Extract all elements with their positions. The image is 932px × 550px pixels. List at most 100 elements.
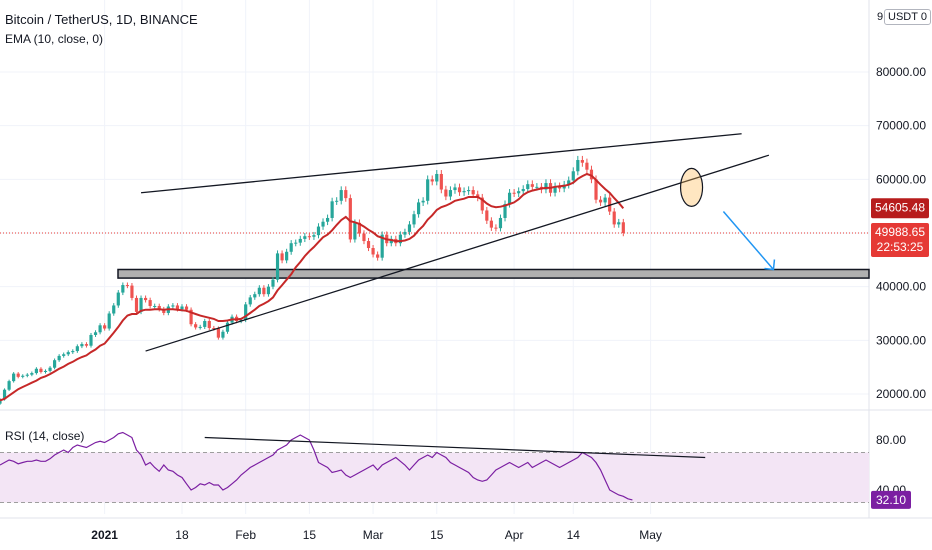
- candle-body: [62, 354, 66, 356]
- candle-body: [30, 373, 34, 375]
- candle-body: [25, 374, 29, 376]
- candle-body: [335, 200, 339, 202]
- rsi-last-tag-bg: [871, 490, 911, 509]
- candle-body: [471, 190, 475, 195]
- ema-price-tag-bg: [871, 198, 929, 219]
- candle-body: [16, 373, 20, 377]
- candle-body: [244, 304, 248, 320]
- candle-body: [339, 190, 343, 201]
- candle-body: [498, 217, 503, 229]
- candle-body: [503, 204, 507, 218]
- candle-body: [175, 305, 180, 310]
- candle-body: [298, 238, 302, 243]
- time-tick-label: Apr: [505, 528, 524, 542]
- candle-body: [521, 188, 525, 192]
- candle-body: [43, 370, 48, 372]
- ema-line: [0, 172, 625, 402]
- candle-body: [512, 192, 516, 194]
- forecast-arrow-line: [722, 211, 775, 270]
- rsi-band: [0, 452, 869, 503]
- candle-body: [280, 253, 284, 261]
- candle-body: [594, 179, 598, 200]
- candle-body: [121, 285, 125, 293]
- candle-body: [7, 381, 11, 390]
- candle-body: [71, 351, 75, 353]
- candle-body: [139, 297, 143, 312]
- candle-body: [567, 180, 571, 185]
- candle-body: [312, 235, 316, 237]
- candle-body: [580, 160, 584, 163]
- candle-body: [75, 346, 79, 352]
- last-price-tag-text: 49988.65: [875, 225, 925, 239]
- breakdown-highlight: [679, 167, 704, 207]
- candle-body: [589, 169, 594, 180]
- rsi-last-tag-text: 32.10: [876, 493, 906, 507]
- candle-body: [344, 190, 348, 199]
- candle-body: [389, 238, 393, 244]
- time-tick-label: Feb: [235, 528, 256, 542]
- candle-body: [253, 294, 257, 298]
- candle-body: [435, 173, 439, 182]
- wedge-upper-line: [140, 133, 742, 194]
- candle-body: [617, 222, 621, 225]
- candle-body: [553, 186, 557, 193]
- candle-body: [403, 231, 407, 235]
- time-tick-label: 15: [303, 528, 317, 542]
- candle-body: [289, 243, 293, 252]
- currency-badge[interactable]: USDT 0: [884, 9, 931, 25]
- ema-price-tag-text: 54605.48: [875, 200, 925, 214]
- candle-body: [148, 300, 152, 306]
- candle-body: [107, 313, 111, 329]
- candle-body: [416, 202, 421, 215]
- candle-body: [84, 344, 89, 346]
- last-price-tag-bg: [871, 223, 929, 258]
- candle-body: [457, 187, 462, 193]
- candle-body: [271, 279, 275, 287]
- rsi-tick-label: 80.00: [876, 433, 906, 447]
- candle-body: [184, 306, 189, 310]
- candle-body: [275, 253, 280, 280]
- candle-body: [157, 305, 161, 310]
- candle-body: [248, 297, 252, 305]
- candle-body: [57, 355, 61, 361]
- candle-body: [530, 184, 534, 187]
- candle-body: [285, 251, 289, 261]
- candle-body: [380, 234, 384, 258]
- candle-body: [571, 171, 575, 181]
- candle-body: [353, 222, 357, 240]
- candle-body: [171, 305, 175, 307]
- candle-body: [480, 197, 484, 211]
- candle-body: [366, 241, 371, 249]
- price-tick-label: 20000.00: [876, 387, 926, 401]
- candle-body: [439, 173, 443, 190]
- rsi-line: [0, 431, 633, 501]
- candle-body: [494, 227, 498, 229]
- rsi-divergence-line: [204, 436, 706, 459]
- candle-body: [485, 210, 489, 221]
- price-tick-label: 30000.00: [876, 333, 926, 347]
- candle-body: [198, 326, 202, 328]
- candle-body: [207, 321, 211, 328]
- candle-body: [330, 201, 334, 218]
- currency-badge-label: USDT: [888, 11, 918, 23]
- candle-body: [426, 179, 430, 201]
- candle-body: [376, 254, 380, 258]
- candle-body: [448, 190, 453, 197]
- candle-body: [362, 233, 366, 242]
- candle-body: [621, 222, 625, 233]
- candle-body: [371, 248, 375, 255]
- candle-body: [257, 287, 261, 295]
- candle-body: [585, 162, 589, 170]
- candle-body: [517, 191, 521, 194]
- candle-body: [80, 344, 84, 347]
- candle-body: [462, 191, 466, 193]
- symbol-title: Bitcoin / TetherUS, 1D, BINANCE: [5, 12, 198, 27]
- candle-body: [66, 352, 70, 355]
- candle-body: [180, 306, 184, 310]
- currency-suffix: 0: [920, 11, 927, 23]
- candle-body: [162, 309, 166, 313]
- candle-body: [526, 184, 530, 189]
- candle-body: [216, 328, 220, 338]
- candle-body: [266, 286, 271, 295]
